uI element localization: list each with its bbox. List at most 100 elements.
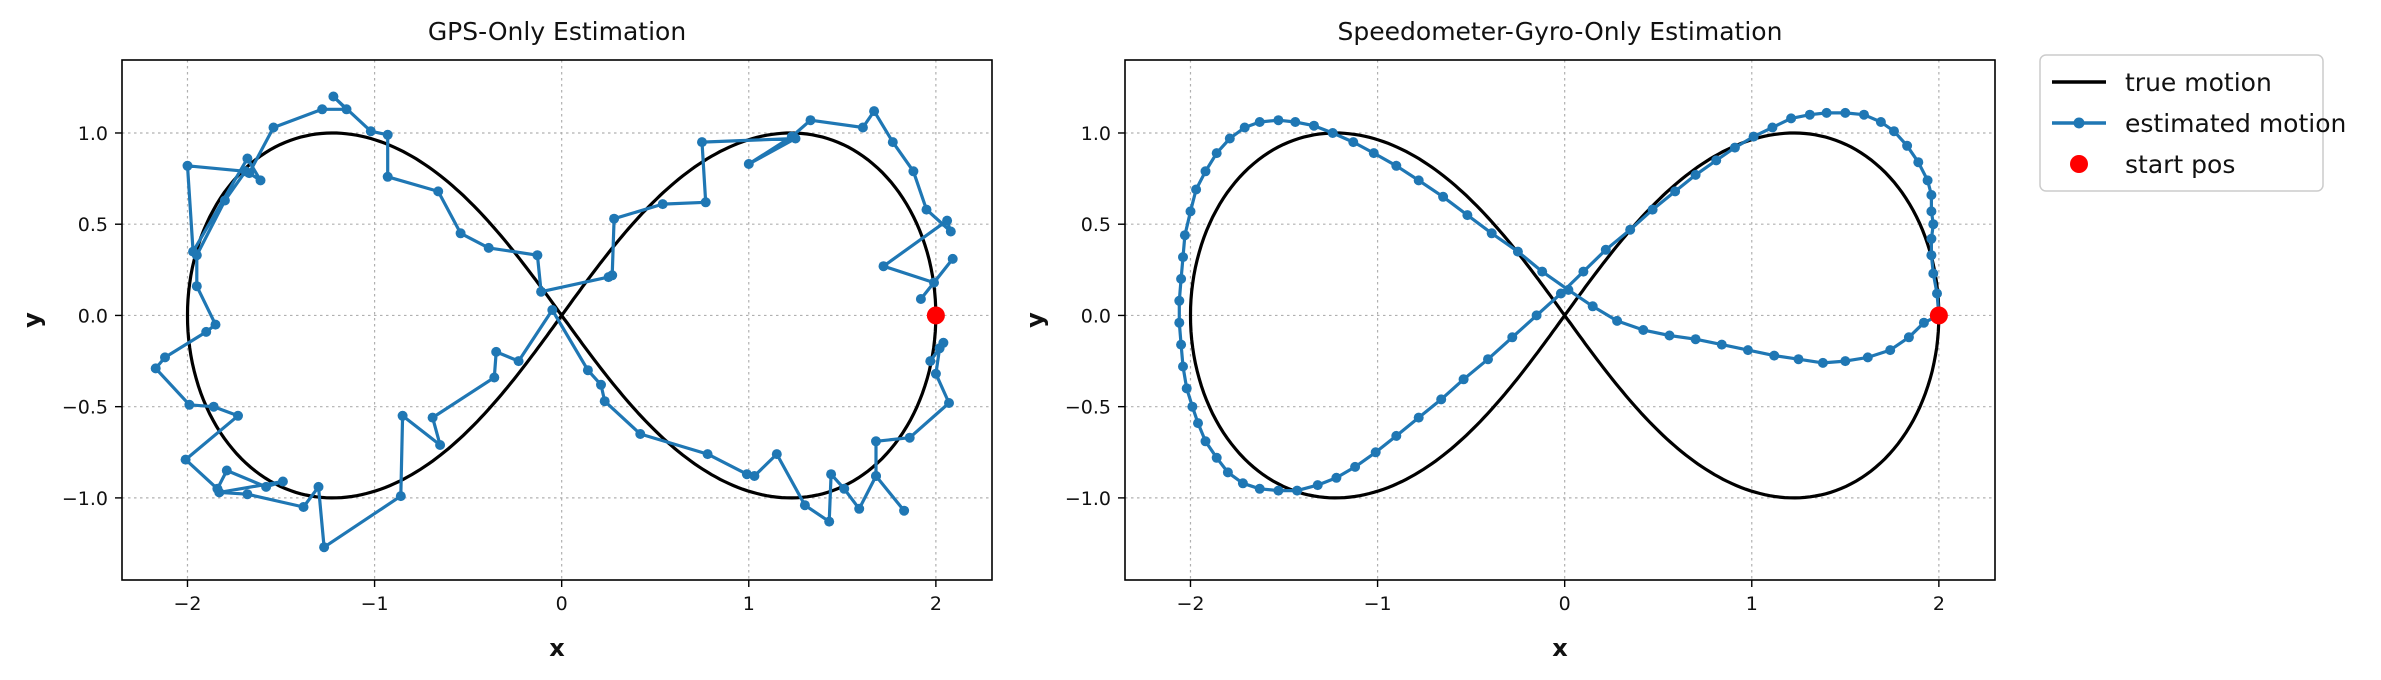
x-tick-label: 2 bbox=[930, 593, 942, 615]
start-pos-layer bbox=[1929, 306, 1948, 325]
estimated-motion-point bbox=[191, 250, 202, 261]
estimated-motion-point bbox=[700, 197, 711, 208]
estimated-motion-point bbox=[1368, 148, 1379, 159]
estimated-motion-point bbox=[1181, 383, 1192, 394]
start-pos-marker bbox=[926, 306, 945, 325]
estimated-motion-point bbox=[1555, 288, 1566, 299]
legend-start-pos-marker bbox=[2070, 155, 2088, 173]
estimated-motion-point bbox=[596, 379, 606, 390]
estimated-motion-point bbox=[915, 294, 926, 304]
estimated-motion-point bbox=[749, 471, 760, 481]
estimated-motion-point bbox=[532, 250, 543, 261]
estimated-motion-point bbox=[944, 398, 954, 408]
estimated-motion-point bbox=[1690, 334, 1701, 345]
x-tick-label: 2 bbox=[1933, 593, 1945, 615]
estimated-motion-point bbox=[214, 487, 225, 498]
y-tick-label: 1.0 bbox=[78, 123, 108, 145]
estimated-motion-point bbox=[857, 122, 868, 133]
start-pos-layer bbox=[926, 306, 945, 325]
estimated-motion-point bbox=[1786, 113, 1797, 124]
estimated-motion-point bbox=[1254, 117, 1265, 127]
estimated-motion-point bbox=[1187, 401, 1198, 412]
estimated-motion-point bbox=[1436, 394, 1447, 405]
estimated-motion-point bbox=[1932, 288, 1942, 299]
estimated-motion-point bbox=[1438, 191, 1449, 202]
estimated-motion-point bbox=[925, 356, 936, 367]
estimated-motion-point bbox=[547, 305, 558, 315]
estimated-motion-line bbox=[1177, 111, 1941, 493]
x-tick-label: −2 bbox=[173, 593, 201, 615]
estimated-motion-point bbox=[1179, 230, 1190, 241]
estimated-motion-point bbox=[328, 91, 339, 102]
estimated-motion-point bbox=[1903, 332, 1914, 343]
estimated-motion-point bbox=[582, 365, 593, 376]
estimated-motion-point bbox=[1875, 117, 1886, 127]
x-tick-label: 1 bbox=[1746, 593, 1758, 615]
estimated-motion-point bbox=[839, 483, 850, 494]
estimated-motion-point bbox=[702, 449, 713, 460]
estimated-motion-point bbox=[1391, 430, 1402, 441]
estimated-motion-point bbox=[1902, 140, 1913, 151]
estimated-motion-point bbox=[1769, 350, 1780, 361]
y-tick-label: −1.0 bbox=[1065, 488, 1111, 510]
estimated-motion-line bbox=[154, 94, 955, 549]
estimated-motion-point bbox=[824, 516, 835, 527]
estimated-motion-point bbox=[1290, 117, 1301, 127]
estimated-motion-point bbox=[298, 502, 309, 512]
legend-box bbox=[2039, 54, 2324, 192]
estimated-motion-point bbox=[1200, 166, 1211, 177]
estimated-motion-point bbox=[899, 505, 910, 516]
estimated-motion-point bbox=[904, 432, 915, 443]
estimated-motion-point bbox=[1211, 148, 1222, 159]
x-tick-label: 0 bbox=[1559, 593, 1571, 615]
speedometer-gyro-panel: −2 −1 0 1 2 −1.0 −0.5 0.0 0.5 1.0 Speedometer-Gy… bbox=[1021, 17, 1996, 662]
estimated-motion-point bbox=[1918, 317, 1929, 328]
gps-only-panel: −2 −1 0 1 2 −1.0 −0.5 0.0 0.5 1.0 GPS-Only Estim… bbox=[18, 17, 993, 662]
estimated-motion-point bbox=[790, 133, 801, 144]
estimated-motion-point bbox=[887, 137, 898, 148]
estimated-motion-point bbox=[210, 319, 221, 330]
estimated-motion-point bbox=[160, 352, 170, 363]
estimated-motion-point bbox=[1821, 107, 1832, 118]
estimated-motion-point bbox=[455, 228, 466, 239]
estimated-motion-point bbox=[1537, 266, 1548, 277]
estimated-motion-point bbox=[854, 503, 865, 514]
true-motion-layer bbox=[1188, 131, 1941, 500]
estimated-motion-point bbox=[947, 253, 958, 264]
estimated-motion-point bbox=[208, 401, 219, 412]
estimated-motion-point bbox=[233, 410, 243, 421]
y-tick-label: 0.0 bbox=[1081, 305, 1111, 327]
estimated-motion-point bbox=[1563, 284, 1574, 295]
y-axis-label: y bbox=[1021, 312, 1049, 328]
y-tick-label: −0.5 bbox=[62, 397, 108, 419]
estimated-motion-point bbox=[1224, 133, 1235, 144]
estimated-motion-point bbox=[1507, 332, 1518, 343]
estimated-motion-point bbox=[433, 186, 444, 197]
estimated-motion-point bbox=[1840, 356, 1851, 367]
legend-estimated-motion-marker bbox=[2073, 117, 2085, 129]
estimated-motion-point bbox=[277, 476, 288, 487]
estimated-motion-point bbox=[1327, 128, 1338, 138]
estimated-motion-point bbox=[741, 469, 752, 480]
estimated-motion-layer bbox=[1174, 107, 1944, 496]
estimated-motion-point bbox=[938, 337, 949, 348]
axes-frame bbox=[121, 59, 993, 581]
estimated-motion-point bbox=[697, 137, 707, 148]
estimated-motion-point bbox=[871, 471, 881, 481]
estimated-motion-point bbox=[1312, 480, 1323, 491]
estimated-motion-point bbox=[1174, 295, 1185, 306]
estimated-motion-point bbox=[1817, 357, 1828, 368]
estimated-motion-point bbox=[771, 449, 782, 460]
estimated-motion-point bbox=[1840, 107, 1851, 118]
estimated-motion-point bbox=[221, 465, 232, 476]
estimated-motion-point bbox=[261, 481, 272, 492]
estimated-motion-point bbox=[878, 261, 889, 272]
x-tick-label: 0 bbox=[556, 593, 568, 615]
estimated-motion-point bbox=[1178, 252, 1188, 263]
estimated-motion-point bbox=[1193, 418, 1203, 429]
chart-title: Speedometer-Gyro-Only Estimation bbox=[1338, 17, 1783, 46]
estimated-motion-point bbox=[1716, 339, 1727, 350]
estimated-motion-point bbox=[1237, 478, 1248, 489]
estimated-motion-point bbox=[599, 396, 610, 407]
